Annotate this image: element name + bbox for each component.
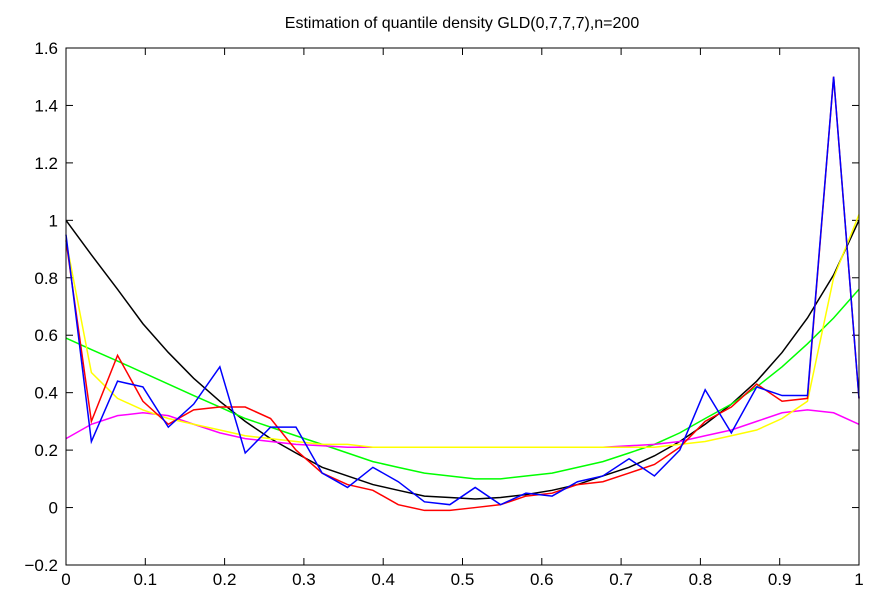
y-tick-label: 1.2 bbox=[34, 154, 58, 173]
y-tick-label: 1.4 bbox=[34, 96, 58, 115]
x-tick-label: 0 bbox=[61, 570, 70, 589]
y-tick-label: 0 bbox=[49, 499, 58, 518]
y-tick-label: 1 bbox=[49, 211, 58, 230]
y-tick-label: 1.6 bbox=[34, 39, 58, 58]
x-tick-label: 0.1 bbox=[133, 570, 157, 589]
x-tick-label: 0.6 bbox=[530, 570, 554, 589]
x-tick-label: 0.8 bbox=[689, 570, 713, 589]
chart-title: Estimation of quantile density GLD(0,7,7… bbox=[285, 15, 640, 32]
y-tick-label: −0.2 bbox=[24, 556, 58, 575]
x-tick-label: 0.4 bbox=[371, 570, 395, 589]
y-tick-label: 0.8 bbox=[34, 269, 58, 288]
series-line bbox=[65, 76, 860, 512]
x-tick-label: 0.3 bbox=[292, 570, 316, 589]
series-line bbox=[65, 76, 860, 506]
y-tick-label: 0.4 bbox=[34, 384, 58, 403]
series-line bbox=[65, 214, 860, 448]
series-line bbox=[65, 219, 860, 500]
x-tick-label: 0.7 bbox=[609, 570, 633, 589]
y-tick-label: 0.2 bbox=[34, 441, 58, 460]
x-tick-label: 0.9 bbox=[768, 570, 792, 589]
plot-frame bbox=[65, 47, 860, 566]
y-tick-label: 0.6 bbox=[34, 326, 58, 345]
x-tick-label: 1 bbox=[854, 570, 863, 589]
x-tick-label: 0.2 bbox=[213, 570, 237, 589]
x-tick-label: 0.5 bbox=[451, 570, 475, 589]
